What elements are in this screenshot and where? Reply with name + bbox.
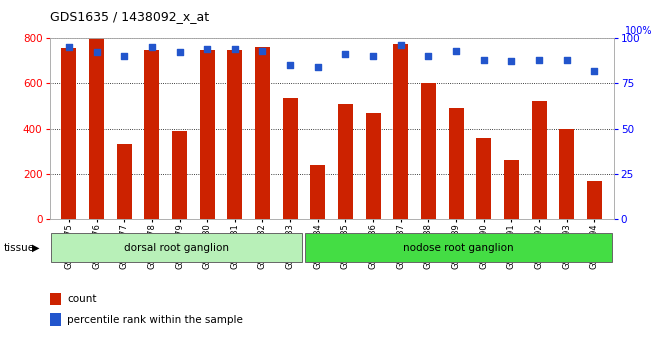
Point — [589, 68, 600, 73]
Bar — [338, 104, 353, 219]
Text: ▶: ▶ — [32, 243, 39, 253]
Text: GDS1635 / 1438092_x_at: GDS1635 / 1438092_x_at — [50, 10, 209, 23]
Text: 100%: 100% — [625, 26, 653, 36]
Point — [285, 62, 296, 68]
Point — [423, 53, 434, 59]
Bar — [366, 113, 381, 219]
Point — [202, 46, 213, 51]
Bar — [117, 144, 132, 219]
Text: count: count — [67, 294, 97, 304]
Text: tissue: tissue — [3, 243, 34, 253]
Bar — [305, 233, 612, 262]
Bar — [61, 48, 77, 219]
Bar — [587, 180, 602, 219]
Bar — [50, 293, 61, 305]
Point — [562, 57, 572, 62]
Bar — [89, 38, 104, 219]
Bar — [172, 131, 187, 219]
Bar — [421, 83, 436, 219]
Point — [534, 57, 544, 62]
Bar — [282, 98, 298, 219]
Text: nodose root ganglion: nodose root ganglion — [403, 243, 514, 253]
Point — [478, 57, 489, 62]
Point — [313, 64, 323, 70]
Point — [506, 59, 517, 64]
Point — [451, 48, 461, 53]
Point — [147, 44, 157, 50]
Bar — [255, 47, 270, 219]
Point — [174, 50, 185, 55]
Point — [395, 42, 406, 48]
Bar — [393, 43, 409, 219]
Bar — [145, 50, 160, 219]
Bar — [227, 50, 242, 219]
Bar — [476, 138, 492, 219]
Text: percentile rank within the sample: percentile rank within the sample — [67, 315, 243, 325]
Point — [368, 53, 378, 59]
Point — [257, 48, 268, 53]
Bar — [449, 108, 464, 219]
Bar — [50, 313, 61, 326]
Bar — [51, 233, 302, 262]
Point — [340, 51, 350, 57]
Bar — [310, 165, 325, 219]
Bar — [531, 101, 546, 219]
Text: dorsal root ganglion: dorsal root ganglion — [124, 243, 229, 253]
Point — [63, 44, 74, 50]
Point — [119, 53, 129, 59]
Bar — [199, 50, 214, 219]
Bar — [504, 160, 519, 219]
Bar — [559, 128, 574, 219]
Point — [230, 46, 240, 51]
Point — [91, 50, 102, 55]
